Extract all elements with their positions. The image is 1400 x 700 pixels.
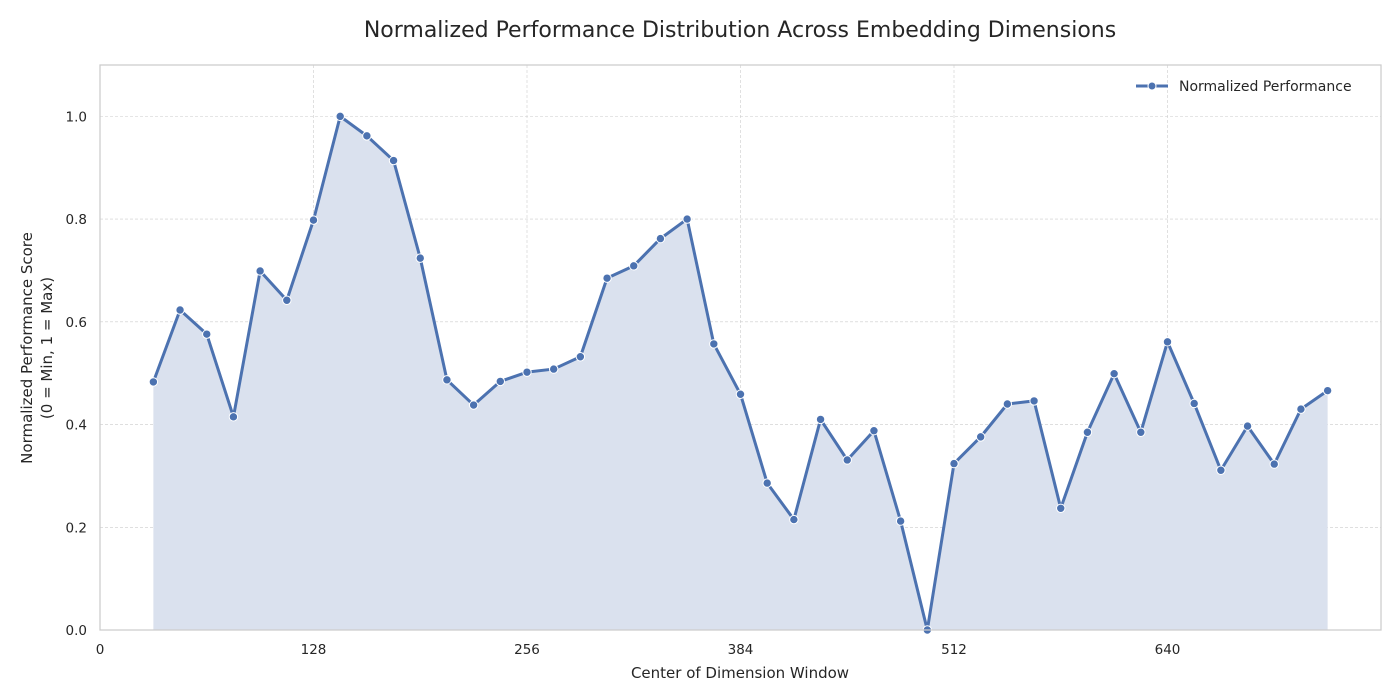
data-point-23 xyxy=(762,478,772,488)
y-tick-label-1: 0.2 xyxy=(66,520,87,536)
y-tick-label-0: 0.0 xyxy=(66,623,87,639)
data-point-2 xyxy=(202,329,212,339)
data-point-35 xyxy=(1082,427,1093,437)
data-point-5 xyxy=(282,295,292,305)
data-point-8 xyxy=(362,131,372,141)
x-tick-label-1: 128 xyxy=(301,642,327,658)
data-point-6 xyxy=(308,215,319,225)
x-axis-label: Center of Dimension Window xyxy=(631,664,849,682)
data-point-38 xyxy=(1162,337,1173,347)
data-point-25 xyxy=(815,414,826,425)
area-layer xyxy=(153,116,1328,631)
chart-title: Normalized Performance Distribution Acro… xyxy=(364,18,1116,43)
legend-marker-swatch xyxy=(1147,81,1157,91)
x-tick-label-0: 0 xyxy=(96,642,105,658)
data-point-18 xyxy=(629,261,639,271)
x-tick-label-5: 640 xyxy=(1155,642,1181,658)
data-point-17 xyxy=(602,273,612,283)
data-point-10 xyxy=(415,253,425,263)
data-point-3 xyxy=(228,412,239,422)
data-point-14 xyxy=(522,367,532,377)
y-tick-label-4: 0.8 xyxy=(66,212,87,228)
data-point-30 xyxy=(949,458,959,469)
data-point-36 xyxy=(1109,368,1119,379)
data-point-42 xyxy=(1269,459,1279,469)
data-point-1 xyxy=(175,305,185,315)
data-point-7 xyxy=(335,111,345,122)
y-tick-label-2: 0.4 xyxy=(66,418,87,434)
data-point-34 xyxy=(1056,503,1066,513)
y-axis-ticks: 0.0 0.2 0.4 0.6 0.8 1.0 xyxy=(66,109,87,639)
data-point-26 xyxy=(842,455,852,465)
data-point-11 xyxy=(442,375,452,385)
data-point-20 xyxy=(682,214,692,224)
y-tick-label-5: 1.0 xyxy=(66,109,87,125)
data-point-24 xyxy=(789,514,799,525)
data-point-21 xyxy=(709,339,719,349)
plot-frame xyxy=(99,64,1382,631)
data-point-9 xyxy=(388,155,399,166)
data-point-19 xyxy=(655,233,666,244)
x-axis-ticks: 0 128 256 384 512 640 xyxy=(96,642,1181,658)
data-point-13 xyxy=(495,376,506,387)
y-axis-label-line1: Normalized Performance Score xyxy=(18,232,36,464)
x-tick-label-2: 256 xyxy=(514,642,540,658)
legend: Normalized Performance xyxy=(1136,79,1352,95)
data-point-41 xyxy=(1242,421,1253,431)
x-tick-label-4: 512 xyxy=(941,642,967,658)
data-point-31 xyxy=(975,432,986,442)
data-point-12 xyxy=(468,400,479,410)
data-point-37 xyxy=(1136,427,1146,437)
legend-label: Normalized Performance xyxy=(1179,79,1352,95)
data-point-44 xyxy=(1322,385,1333,396)
data-point-33 xyxy=(1029,396,1039,406)
series-area-0 xyxy=(153,116,1328,631)
y-tick-label-3: 0.6 xyxy=(66,315,87,331)
data-point-27 xyxy=(869,426,879,436)
data-point-4 xyxy=(255,266,265,276)
data-point-22 xyxy=(735,389,746,399)
data-point-28 xyxy=(895,516,906,526)
data-point-0 xyxy=(148,377,159,387)
data-point-15 xyxy=(548,364,559,374)
data-point-16 xyxy=(575,352,586,362)
data-point-43 xyxy=(1296,404,1306,414)
data-point-40 xyxy=(1216,465,1226,475)
data-point-32 xyxy=(1002,399,1013,409)
y-axis-label-line2: (0 = Min, 1 = Max) xyxy=(38,277,56,419)
x-tick-label-3: 384 xyxy=(728,642,754,658)
points-layer xyxy=(148,111,1333,635)
data-point-39 xyxy=(1189,398,1199,409)
